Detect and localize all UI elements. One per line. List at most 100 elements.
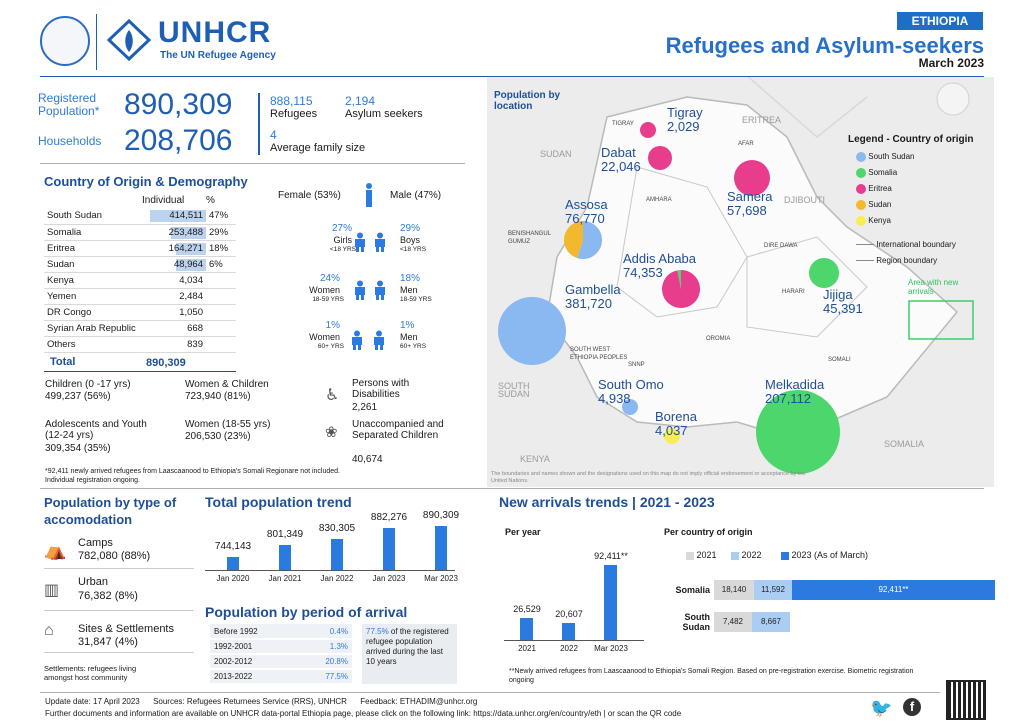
origin-bar-segment: 8,667: [752, 612, 790, 632]
peryear-value-label: 26,529: [513, 604, 541, 614]
map-line-legend: Region boundary: [856, 256, 937, 265]
per-year-label: Per year: [505, 527, 541, 537]
households-value: 208,706: [124, 124, 233, 157]
trend-chart: 744,143 Jan 2020 801,349 Jan 2021 830,305 Jan…: [205, 510, 465, 601]
trend-category: Mar 2023: [424, 574, 458, 583]
legend-swatch: [856, 168, 866, 178]
wheelchair-icon: ♿: [325, 387, 340, 404]
origin-value-text: 164,271: [168, 242, 203, 254]
trend-value-label: 830,305: [318, 523, 356, 534]
origin-legend-text: 2021: [696, 550, 717, 560]
trend-title: Total population trend: [205, 494, 352, 510]
person-icon: [372, 330, 386, 350]
period-value: 1.3%: [321, 639, 352, 655]
period-note-box: 77.5% of the registered refugee populati…: [362, 624, 457, 684]
twitter-icon[interactable]: 🐦: [870, 698, 893, 718]
origin-pct: 29%: [206, 224, 236, 241]
trend-value-label: 801,349: [266, 529, 304, 540]
registered-label: Registered Population*: [38, 91, 100, 118]
trend-category: Jan 2023: [372, 574, 406, 583]
origin-title: Country of Origin & Demography: [44, 174, 248, 189]
bubble-slice: [564, 221, 583, 259]
map-line-legend: International boundary: [856, 240, 956, 249]
origin-country: Sudan: [44, 256, 150, 273]
origin-country: Somalia: [44, 224, 150, 241]
trend-bar: [227, 557, 239, 570]
origin-legend-swatch: [686, 551, 694, 560]
line-text: International boundary: [876, 240, 956, 249]
women1855-value: 206,530 (23%): [185, 431, 251, 442]
origin-country: Others: [44, 336, 150, 353]
origin-country: DR Congo: [44, 304, 150, 321]
origin-value-text: 839: [187, 338, 203, 350]
origin-legend-item: 2021: [686, 550, 717, 560]
location-bubble: [662, 270, 700, 308]
accommodation-note: Settlements: refugees living amongst hos…: [44, 664, 137, 682]
legend-text: Eritrea: [868, 184, 892, 194]
men60-pct: 1%: [400, 320, 415, 331]
peryear-category: 2021: [518, 644, 536, 653]
location-label: Borena 4,037: [655, 410, 697, 438]
origin-pct: [206, 336, 236, 353]
map-region-label: SOMALI: [828, 357, 851, 363]
building-icon: ▥: [44, 582, 60, 599]
women-pct: 24%: [319, 273, 340, 284]
org-name: UNHCR: [158, 16, 272, 49]
location-label: Gambella 381,720: [565, 283, 621, 311]
bubble-slice: [498, 297, 566, 365]
origin-country: Yemen: [44, 288, 150, 305]
facebook-icon[interactable]: f: [903, 698, 921, 716]
boys-pct: 29%: [400, 223, 421, 234]
origin-share-bar: [171, 226, 206, 239]
map-region-label: AFAR: [738, 141, 754, 147]
origin-value: 839: [150, 336, 206, 353]
origin-pct: 47%: [206, 208, 236, 225]
acc-rule-1: [44, 568, 194, 569]
bubble-slice: [577, 221, 602, 259]
map-legend-title: Legend - Country of origin: [848, 134, 974, 145]
men60-label: Men: [400, 332, 418, 342]
bubble-slice: [664, 428, 680, 444]
report-date: March 2023: [918, 56, 984, 70]
origin-row: Syrian Arab Republic 668: [44, 320, 236, 337]
location-value: 4,938: [598, 391, 631, 406]
legend-text: Kenya: [868, 216, 891, 226]
origin-pct: [206, 288, 236, 305]
map-legend-item: Somalia: [856, 168, 897, 178]
summary-divider: [258, 93, 260, 155]
trend-category: Jan 2020: [216, 574, 250, 583]
map-region-label: ERITREA: [742, 115, 782, 125]
map-region-label: AMHARA: [646, 197, 672, 203]
origin-value: 1,050: [150, 304, 206, 321]
map-region-label: SOUTH WEST ETHIOPIA PEOPLES: [570, 347, 628, 361]
origin-value: 668: [150, 320, 206, 337]
origin-value: 48,964: [150, 256, 206, 273]
trend-category: Jan 2021: [268, 574, 302, 583]
period-value: 0.4%: [321, 624, 352, 640]
person-icon: [353, 232, 367, 252]
location-name: Borena: [655, 409, 697, 424]
peryear-bar: [604, 565, 617, 640]
trend-bar: [383, 528, 395, 570]
location-value: 76,770: [565, 211, 605, 226]
origin-row: DR Congo 1,050: [44, 304, 236, 321]
qr-code[interactable]: [946, 680, 986, 720]
sites-label: Sites & Settlements: [78, 623, 174, 635]
women60-sub: 60+ YRS: [317, 343, 344, 350]
period-title: Population by period of arrival: [205, 604, 408, 620]
new-arrivals-title: New arrivals trends | 2021 - 2023: [499, 494, 715, 510]
map-title: Population by location: [494, 90, 561, 112]
origin-value-text: 668: [187, 322, 203, 334]
legend-swatch: [856, 184, 866, 194]
map-legend-item: Sudan: [856, 200, 891, 210]
period-value: 77.5%: [321, 669, 352, 685]
women-children-value: 723,940 (81%): [185, 391, 251, 402]
total-value: 890,309: [146, 357, 186, 369]
line-swatch: [856, 260, 874, 262]
urban-label: Urban: [78, 576, 108, 588]
origin-value-text: 414,511: [169, 210, 203, 222]
line-text: Region boundary: [876, 256, 938, 265]
bubble-slice: [756, 390, 840, 474]
mid-rule: [40, 488, 984, 489]
location-value: 207,112: [765, 391, 812, 406]
